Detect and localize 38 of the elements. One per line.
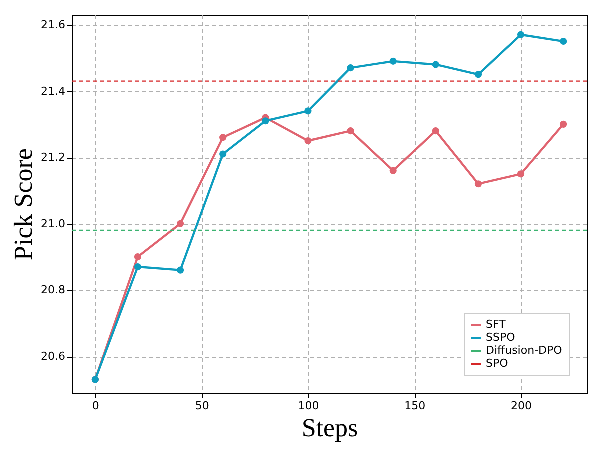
x-tick-label: 200 (511, 400, 532, 412)
y-tick-label: 21.6 (41, 18, 66, 32)
point (432, 61, 440, 68)
x-axis-title: Steps (302, 414, 358, 442)
legend-label: Diffusion-DPO (486, 344, 563, 357)
y-tick-label: 20.8 (41, 284, 66, 297)
point (176, 266, 184, 274)
x-tick-label: 50 (195, 400, 210, 412)
legend-label: SSPO (486, 331, 516, 344)
point (517, 170, 525, 178)
point (134, 254, 142, 261)
point (474, 71, 482, 78)
point (304, 108, 312, 115)
legend-label: SFT (486, 318, 506, 331)
point (432, 128, 440, 135)
point (347, 128, 354, 135)
point (262, 118, 270, 125)
point (134, 263, 142, 271)
point (390, 58, 397, 65)
x-tick-label: 150 (404, 400, 426, 412)
point (304, 137, 312, 145)
point (176, 220, 184, 228)
point (474, 180, 482, 188)
point (390, 167, 397, 174)
point (517, 31, 525, 38)
point (347, 64, 354, 72)
point (220, 134, 227, 142)
y-tick-label: 21.2 (41, 151, 66, 164)
legend-label: SPO (486, 357, 509, 370)
x-tick-label: 0 (92, 400, 100, 412)
y-tick-label: 21.0 (41, 217, 66, 230)
y-tick-label: 21.4 (41, 84, 66, 98)
point (220, 150, 227, 158)
point (560, 120, 568, 128)
y-axis-title: Pick Score (9, 148, 38, 260)
point (560, 38, 568, 46)
x-tick-label: 100 (298, 400, 320, 412)
y-tick-label: 20.6 (41, 350, 66, 364)
